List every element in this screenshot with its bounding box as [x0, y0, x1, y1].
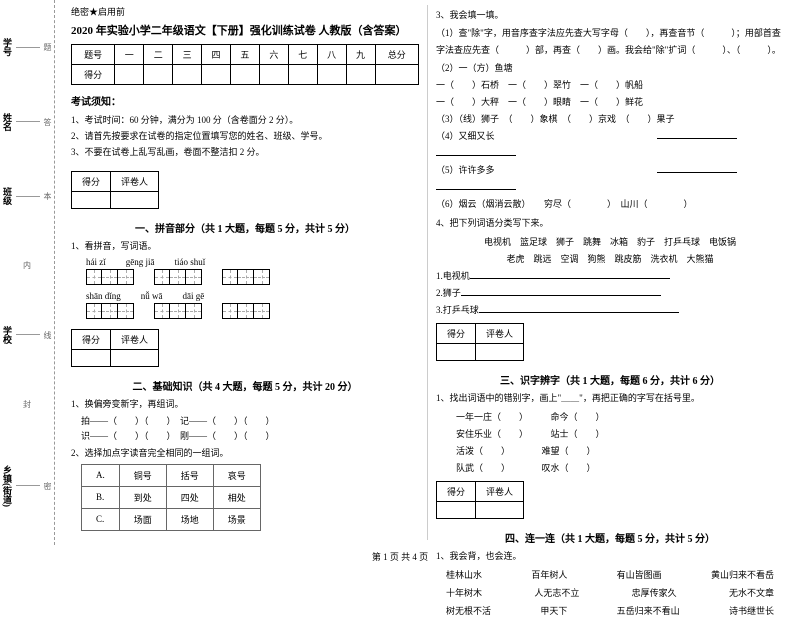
sec3-q1: 3、我会填一填。: [436, 8, 784, 22]
sec1-q1: 1、看拼音，写词语。: [71, 239, 419, 253]
sidebar-item: 学校线: [1, 326, 53, 344]
right-column: 3、我会填一填。 （1）查"除"字，用音序查字法应先查大写字母（ ），再查音节（…: [428, 5, 792, 540]
sidebar-item: 班级本: [1, 187, 53, 205]
page-footer: 第 1 页 共 4 页: [0, 550, 800, 563]
grade-box: 得分评卷人: [436, 323, 524, 361]
sidebar-item: 学号题: [1, 38, 53, 56]
sidebar-item: 乡镇(街道)密: [1, 465, 53, 507]
sidebar-item: 内: [22, 261, 33, 269]
sec2-title: 二、基础知识（共 4 大题，每题 5 分，共计 20 分）: [71, 378, 419, 393]
score-table: 题号一二三四五六七八九总分 得分: [71, 44, 419, 85]
grade-box: 得分评卷人: [71, 171, 159, 209]
grade-box: 得分评卷人: [436, 481, 524, 519]
pinyin-row: hái zǐgēng jiātiáo shuǐ: [86, 257, 419, 267]
sec2-q1: 1、换偏旁变新字，再组词。: [71, 397, 419, 411]
exam-title: 2020 年实验小学二年级语文【下册】强化训练试卷 人教版（含答案）: [71, 22, 419, 38]
match-row: 桂林山水百年树人有山皆图画黄山归来不看岳: [446, 568, 774, 581]
sec3-q4: 4、把下列词语分类写下来。: [436, 216, 784, 230]
left-column: 绝密★启用前 2020 年实验小学二年级语文【下册】强化训练试卷 人教版（含答案…: [63, 5, 428, 540]
match-row: 十年树木人无志不立忠厚传家久无水不文章: [446, 586, 774, 599]
binding-sidebar: 学号题 姓名答 班级本 内 学校线 封 乡镇(街道)密: [0, 0, 55, 545]
sec1-title: 一、拼音部分（共 1 大题，每题 5 分，共计 5 分）: [71, 220, 419, 235]
abc-table: A.铜号括号哀号 B.到处四处相处 C.场面场地场景: [81, 464, 261, 531]
sec4-title: 三、识字辨字（共 1 大题，每题 6 分，共计 6 分）: [436, 372, 784, 387]
grade-box: 得分评卷人: [71, 329, 159, 367]
sidebar-item: 封: [22, 400, 33, 408]
sec4-q1: 1、找出词语中的错别字，画上"＿＿"，再把正确的字写在括号里。: [436, 391, 784, 405]
sec2-q2: 2、选择加点字读音完全相同的一组词。: [71, 446, 419, 460]
pinyin-row: shān dǐngnǚ wādāi gē: [86, 291, 419, 301]
sec5-title: 四、连一连（共 1 大题，每题 5 分，共计 5 分）: [436, 530, 784, 545]
sidebar-item: 姓名答: [1, 113, 53, 131]
secret-label: 绝密★启用前: [71, 5, 419, 18]
main-content: 绝密★启用前 2020 年实验小学二年级语文【下册】强化训练试卷 人教版（含答案…: [55, 0, 800, 545]
match-row: 树无根不活甲天下五岳归来不看山诗书继世长: [446, 604, 774, 617]
notice-list: 1、考试时间：60 分钟，满分为 100 分（含卷面分 2 分）。 2、请首先按…: [71, 112, 419, 161]
notice-title: 考试须知：: [71, 93, 419, 108]
